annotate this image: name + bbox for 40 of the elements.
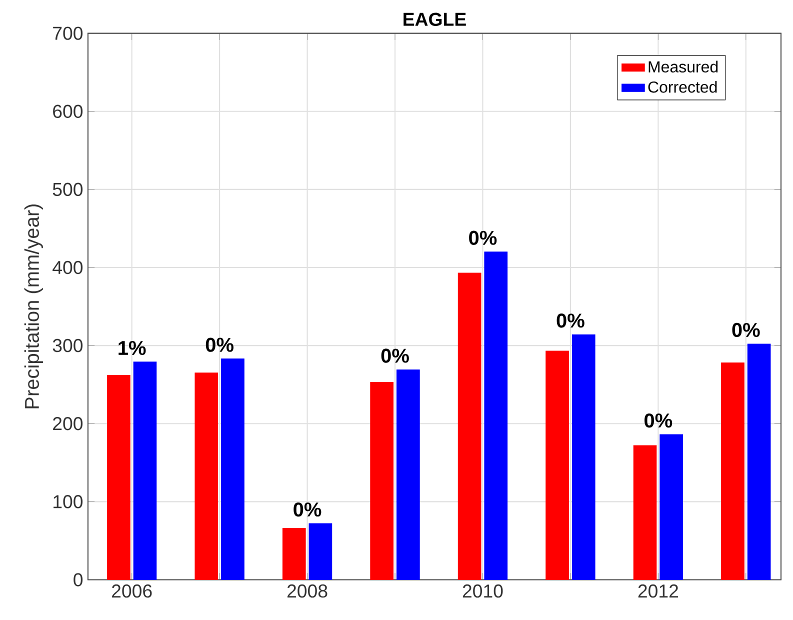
bar (370, 382, 394, 580)
y-tick-label: 300 (52, 339, 83, 352)
bar (546, 350, 569, 580)
y-tick-label: 200 (53, 417, 83, 430)
annotation: 0% (381, 348, 409, 363)
chart-title: EAGLE (404, 12, 466, 26)
annotation: 0% (732, 323, 760, 338)
x-tick-label: 2006 (112, 584, 152, 598)
y-tick-label: 100 (54, 495, 83, 508)
legend-label: Measured (648, 60, 718, 73)
bar (572, 334, 596, 580)
bar (747, 344, 771, 580)
legend-label: Corrected (648, 81, 717, 93)
bar (458, 272, 482, 580)
bar (660, 434, 684, 580)
bar (484, 252, 508, 580)
bar (194, 372, 218, 580)
annotation: 0% (206, 338, 234, 352)
y-tick-label: 600 (53, 104, 83, 118)
bar (107, 375, 130, 580)
annotation: 1% (118, 341, 146, 356)
annotation: 0% (556, 314, 584, 328)
annotation: 0% (644, 414, 672, 428)
annotation: 0% (469, 230, 497, 246)
bar (221, 358, 244, 580)
annotation: 0% (294, 502, 322, 517)
y-axis-title: Precipitation (mm/year) (24, 204, 43, 408)
y-tick-label: 500 (52, 182, 83, 196)
bar (282, 528, 306, 580)
y-tick-label: 0 (74, 573, 83, 586)
bar (308, 523, 332, 580)
bar (721, 362, 744, 580)
y-tick-label: 400 (52, 261, 83, 274)
bar (633, 445, 657, 580)
bar (396, 370, 420, 580)
x-tick-label: 2012 (638, 584, 678, 598)
x-tick-label: 2010 (462, 584, 503, 598)
bar (133, 362, 157, 580)
y-tick-label: 700 (53, 26, 83, 40)
x-tick-label: 2008 (287, 584, 328, 598)
